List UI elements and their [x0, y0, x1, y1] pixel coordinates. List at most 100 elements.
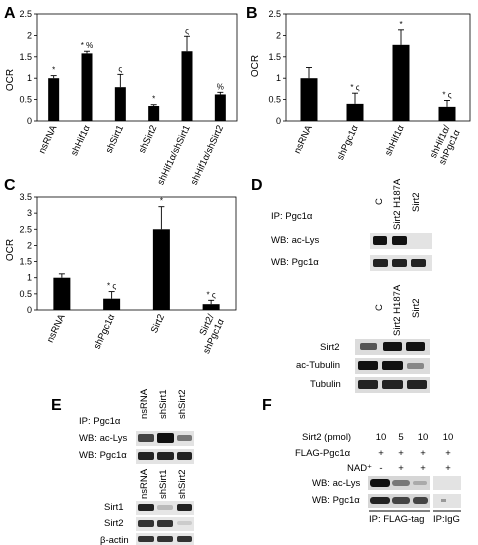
panel-e-row-actin: β-actin	[100, 535, 129, 545]
panel-c-ytick-label: 3	[27, 208, 32, 218]
panel-c-bar	[53, 277, 71, 310]
panel-a-ylabel: OCR	[5, 69, 16, 91]
blot-e-sirt1-band-1	[138, 504, 154, 511]
blot-d-pgc1a-band-3	[411, 259, 426, 267]
panel-b-significance-mark: * ς	[442, 90, 451, 99]
panel-d-lane-b2: Sirt2 H187A	[392, 284, 403, 336]
panel-c-ytick-label: 3.5	[19, 192, 32, 202]
blot-d-aclys-band-2	[392, 236, 407, 245]
panel-b-bar	[346, 103, 364, 121]
panel-a-category-label: nsRNA	[37, 123, 60, 156]
panel-a-significance-mark: %	[217, 82, 224, 91]
panel-b-category-label: nsRNA	[292, 123, 315, 156]
blot-e-actin-band-2	[157, 536, 173, 542]
panel-d-lane-2: Sirt2 H187A	[392, 178, 403, 230]
panel-e-ip-label: IP: Pgc1α	[79, 416, 121, 427]
panel-b-plot-frame	[285, 13, 471, 122]
blot-f-aclys-band-1	[370, 479, 390, 487]
panel-a-ytick-label: 2.5	[19, 9, 32, 19]
panel-d-lane-3: Sirt2	[411, 192, 422, 212]
panel-b-bar	[438, 106, 456, 121]
panel-b-plot: 0 0.5 1 1.5 2 2.5 nsRNA * ς shPgc1α * shHif1α * ς sh…	[268, 9, 471, 167]
panel-a-bar	[214, 94, 226, 121]
panel-d-lane-b1: C	[374, 304, 385, 311]
blot-e-aclys-band-1	[138, 434, 154, 442]
blot-d-pgc1a-band-2	[392, 259, 407, 267]
panel-c-category-label: Sirt2	[149, 313, 167, 335]
panel-c-ytick-label: 1.5	[19, 257, 32, 267]
panel-c-ytick-label: 0.5	[19, 289, 32, 299]
panel-c-ytick-label: 2	[27, 240, 32, 250]
panel-c-ytick-label: 1	[27, 273, 32, 283]
panel-b-category-label: shHif1α/shPgc1α	[427, 123, 463, 166]
panel-b-ytick-label: 1	[276, 73, 281, 83]
panel-a-significance-mark: *	[152, 95, 155, 104]
panel-a-category-label: shHif1α/shSirt1	[155, 124, 192, 187]
blot-d-actub-band-3	[407, 363, 424, 369]
panel-a-significance-mark: ς	[118, 64, 122, 73]
panel-e: E nsRNA shSirt1 shSirt2 IP: Pgc1α WB: ac…	[51, 388, 194, 545]
panel-d: D IP: Pgc1α C Sirt2 H187A Sirt2 WB: ac-L…	[251, 177, 432, 393]
panel-a-ytick-label: 1.5	[19, 52, 32, 62]
blot-e-pgc1a-band-3	[177, 452, 192, 460]
blot-f-pgc1a-band-2	[392, 497, 410, 504]
panel-d-lane-1: C	[374, 198, 385, 205]
panel-f-row-sirt2: Sirt2 (pmol)	[302, 432, 351, 443]
panel-b-ytick-label: 2	[276, 30, 281, 40]
panel-c-ytick-label: 0	[27, 305, 32, 315]
panel-a-bar	[81, 53, 93, 121]
panel-a-significance-mark: *	[52, 66, 55, 75]
blot-f-aclys-band-2	[392, 480, 410, 486]
panel-c-category-label: Sirt2/shPgc1α	[191, 312, 227, 355]
panel-e-row-sirt2: Sirt2	[104, 518, 124, 529]
panel-f-row-pgc1a: WB: Pgc1α	[312, 495, 360, 506]
panel-f-sirt2-1: 10	[376, 432, 387, 443]
blot-e-aclys-band-3	[177, 435, 192, 441]
panel-f-row-flag: FLAG-Pgc1α	[295, 448, 351, 459]
blot-e-sirt1-band-3	[177, 504, 192, 511]
panel-label-b: B	[246, 5, 258, 22]
panel-c-ytick-label: 2.5	[19, 224, 32, 234]
panel-f: F Sirt2 (pmol) FLAG-Pgc1α NAD⁺ 10 5 10 1…	[262, 397, 461, 525]
blot-f-aclys-band-3	[413, 481, 427, 485]
panel-d-row-aclys: WB: ac-Lys	[271, 235, 319, 246]
blot-d-actub-band-2	[382, 361, 403, 370]
blot-f-aclys-strip-igg	[433, 476, 461, 490]
panel-f-flag-2: +	[398, 448, 404, 459]
panel-b-category-label: shHif1α	[383, 123, 407, 157]
panel-d-row-tubulin: Tubulin	[310, 379, 341, 390]
panel-f-nad-2: +	[398, 463, 404, 474]
blot-f-pgc1a-band-3	[413, 497, 428, 504]
panel-f-nad-4: +	[445, 463, 451, 474]
panel-b-ytick-label: 2.5	[268, 9, 281, 19]
panel-c-significance-mark: * ς	[207, 290, 216, 299]
blot-d-tub-band-3	[407, 380, 427, 389]
panel-a-plot: 0 0.5 1 1.5 2 2.5 * nsRNA * % shHif1α ς shSirt1 * shS…	[19, 9, 238, 187]
panel-b-ytick-label: 1.5	[268, 52, 281, 62]
blot-d-sirt2-band-3	[406, 342, 425, 351]
panel-e-row-sirt1: Sirt1	[104, 502, 124, 513]
panel-e-row-pgc1a: WB: Pgc1α	[79, 450, 127, 461]
panel-label-e: E	[51, 397, 62, 414]
panel-e-lane-b2: shSirt1	[158, 469, 169, 499]
panel-label-a: A	[4, 5, 16, 22]
blot-e-pgc1a-band-1	[138, 452, 154, 460]
panel-a: A OCR 0 0.5 1 1.5 2 2.5 * nsRNA * % shHif1α ς shSir…	[4, 5, 238, 187]
blot-e-sirt2-band-2	[157, 520, 173, 527]
blot-e-pgc1a-band-2	[157, 452, 174, 460]
panel-b-ytick-label: 0	[276, 116, 281, 126]
panel-f-sirt2-3: 10	[418, 432, 429, 443]
panel-a-significance-mark: * %	[81, 41, 93, 50]
blot-d-aclys-band-1	[373, 236, 387, 245]
blot-e-sirt1-band-2	[157, 505, 173, 510]
panel-b-significance-mark: * ς	[350, 83, 359, 92]
panel-c-ylabel: OCR	[5, 239, 16, 261]
panel-b-ytick-label: 0.5	[268, 95, 281, 105]
panel-c: C OCR 0 0.5 1 1.5 2 2.5 3 3.5 nsRNA * ς shPgc1α * Si…	[4, 177, 237, 356]
panel-f-ip-flag: IP: FLAG-tag	[369, 514, 424, 525]
panel-c-plot: 0 0.5 1 1.5 2 2.5 3 3.5 nsRNA * ς shPgc1α * Sirt2 * ς…	[19, 192, 237, 356]
panel-c-category-label: shPgc1α	[92, 312, 118, 351]
panel-a-significance-mark: ς	[185, 26, 189, 35]
panel-a-category-label: shSirt1	[104, 124, 126, 155]
panel-b-ylabel: OCR	[250, 55, 261, 77]
